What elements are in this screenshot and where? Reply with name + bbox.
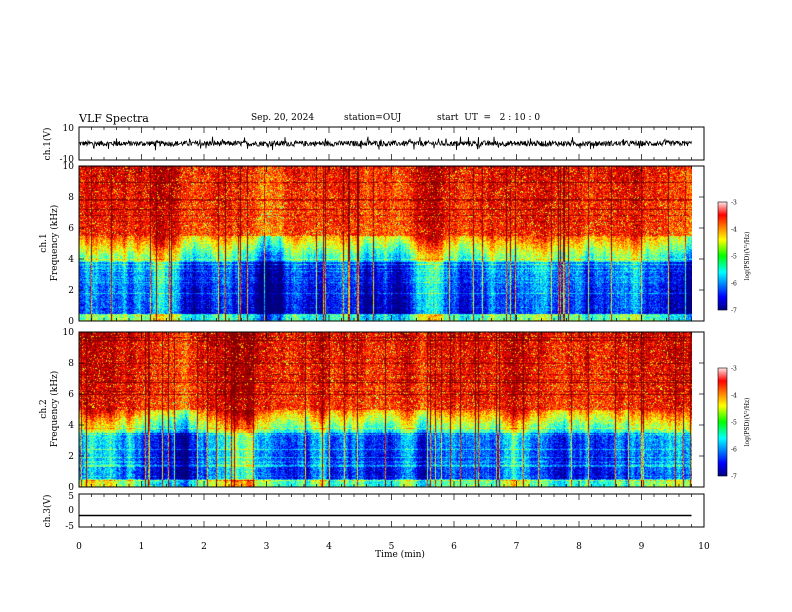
time-axis-ticklabels: 0 1 2 3 4 5 6 7 8 9 10 [76, 542, 710, 552]
time-tick-label: 5 [389, 542, 395, 552]
ch1-colorbar-label: log(PSD)(V²/Hz) [744, 232, 751, 281]
ch3-waveform-ylabel: ch.3(V) [42, 495, 53, 528]
colorbar-tick-label: -6 [731, 447, 737, 454]
frequency-tick-label: 8 [68, 193, 74, 203]
time-tick-label: 1 [139, 542, 145, 552]
ch3-waveform-panel: 5 0 -5 ch.3(V) [42, 492, 705, 532]
frequency-tick-label: 0 [68, 483, 74, 493]
ch3-ytick-middle: 0 [68, 506, 74, 516]
ch2-spectrogram-ticks [78, 331, 705, 488]
ch2-colorbar-label: log(PSD)(V²/Hz) [744, 398, 751, 447]
ch1-ytick-top: 10 [63, 124, 75, 134]
ch2-spectrogram-image [79, 332, 692, 487]
ch2-spectrogram-panel: 0 2 4 6 8 10 ch.2 Frequency (kHz) [39, 328, 705, 493]
time-tick-label: 2 [201, 542, 207, 552]
frequency-tick-label: 10 [63, 328, 75, 338]
ch2-frequency-ticklabels: 0 2 4 6 8 10 [63, 328, 75, 493]
ch2-colorbar-ticklabels: -3 -4 -5 -6 -7 [731, 366, 737, 481]
ch3-waveform-ticks [78, 494, 705, 527]
time-tick-label: 0 [76, 542, 82, 552]
frequency-tick-label: 2 [68, 286, 74, 296]
station-label: station=OUJ [344, 113, 402, 123]
ch1-waveform-ticks [78, 127, 705, 160]
frequency-tick-label: 8 [68, 359, 74, 369]
time-tick-label: 3 [264, 542, 270, 552]
ch2-colorbar: -3 -4 -5 -6 -7 log(PSD)(V²/Hz) [717, 366, 751, 481]
time-tick-label: 7 [514, 542, 520, 552]
colorbar-tick-label: -4 [731, 227, 737, 234]
frequency-tick-label: 2 [68, 452, 74, 462]
ch1-frequency-ticklabels: 0 2 4 6 8 10 [63, 162, 75, 327]
ch1-colorbar-gradient [717, 201, 728, 311]
time-tick-label: 6 [451, 542, 457, 552]
colorbar-tick-label: -5 [731, 254, 737, 261]
colorbar-tick-label: -7 [731, 308, 737, 315]
ch1-ytick-bottom: -10 [60, 155, 75, 165]
ch1-colorbar: -3 -4 -5 -6 -7 log(PSD)(V²/Hz) [717, 200, 751, 315]
frequency-tick-label: 6 [68, 390, 74, 400]
frequency-tick-label: 0 [68, 317, 74, 327]
ch1-spectrogram-panel: 0 2 4 6 8 10 ch.1 Frequency (kHz) [39, 162, 705, 327]
date-label: Sep. 20, 2024 [251, 113, 315, 123]
ch3-ytick-top: 5 [68, 492, 74, 502]
start-time-label: start UT = 2 : 10 : 0 [437, 113, 541, 123]
colorbar-tick-label: -3 [731, 200, 737, 207]
colorbar-tick-label: -5 [731, 420, 737, 427]
ch1-channel-label: ch.1 [39, 233, 49, 252]
ch3-ytick-bottom: -5 [65, 522, 74, 532]
frequency-tick-label: 10 [63, 162, 75, 172]
frequency-tick-label: 4 [68, 255, 74, 265]
frequency-tick-label: 4 [68, 421, 74, 431]
time-tick-label: 8 [576, 542, 582, 552]
time-tick-label: 4 [326, 542, 332, 552]
colorbar-tick-label: -3 [731, 366, 737, 373]
time-tick-label: 10 [698, 542, 710, 552]
ch2-colorbar-gradient [717, 367, 728, 477]
ch1-spectrogram-image [79, 166, 692, 321]
frequency-tick-label: 6 [68, 224, 74, 234]
ch1-frequency-ylabel: Frequency (kHz) [49, 205, 60, 282]
colorbar-tick-label: -7 [731, 474, 737, 481]
ch1-spectrogram-ticks [78, 165, 705, 322]
ch1-colorbar-ticklabels: -3 -4 -5 -6 -7 [731, 200, 737, 315]
colorbar-tick-label: -4 [731, 393, 737, 400]
ch2-channel-label: ch.2 [39, 399, 49, 418]
time-axis-label: Time (min) [375, 549, 425, 560]
colorbar-tick-label: -6 [731, 281, 737, 288]
ch1-waveform-ylabel: ch.1(V) [42, 128, 53, 161]
figure-title: VLF Spectra [79, 112, 149, 125]
ch1-waveform-trace [78, 136, 692, 151]
ch1-waveform-panel: 10 -10 ch.1(V) [42, 124, 705, 165]
time-tick-label: 9 [639, 542, 645, 552]
ch2-frequency-ylabel: Frequency (kHz) [49, 371, 60, 448]
